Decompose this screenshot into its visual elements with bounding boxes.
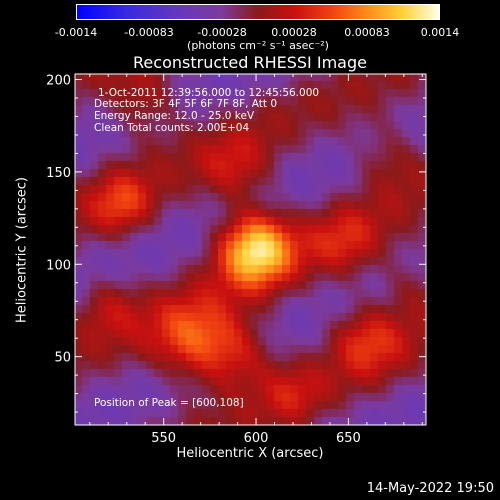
heatmap-image [75,74,426,425]
x-axis-label: Heliocentric X (arcsec) [176,446,324,461]
plot-frame [74,73,427,426]
colorbar [76,4,440,20]
y-tick-label: 100 [46,258,71,273]
colorbar-tick-label: 0.0014 [420,26,460,39]
x-tick-label: 550 [151,431,176,446]
annotation-peak-position: Position of Peak = [600,108] [94,397,244,409]
annotation-energy-range: Energy Range: 12.0 - 25.0 keV [94,110,255,122]
timestamp: 14-May-2022 19:50 [366,481,494,496]
annotation-detectors: Detectors: 3F 4F 5F 6F 7F 8F, Att 0 [94,98,278,110]
colorbar-tick-label: -0.0014 [54,26,98,39]
x-tick-label: 650 [336,431,361,446]
y-tick-label: 50 [54,351,71,366]
y-tick-label: 150 [46,166,71,181]
colorbar-units-label: (photons cm⁻² s⁻¹ asec⁻²) [187,39,329,52]
colorbar-tick-label: 0.00083 [344,26,390,39]
y-tick-label: 200 [46,74,71,89]
colorbar-tick-label: -0.00028 [197,26,247,39]
y-axis-label: Heliocentric Y (arcsec) [14,177,30,323]
annotation-time-range: 1-Oct-2011 12:39:56.000 to 12:45:56.000 [98,87,320,99]
annotation-clean-counts: Clean Total counts: 2.00E+04 [94,122,250,134]
colorbar-tick-label: -0.00083 [124,26,174,39]
chart-title: Reconstructed RHESSI Image [133,53,367,72]
x-tick-label: 600 [244,431,269,446]
colorbar-tick-label: 0.00028 [271,26,317,39]
